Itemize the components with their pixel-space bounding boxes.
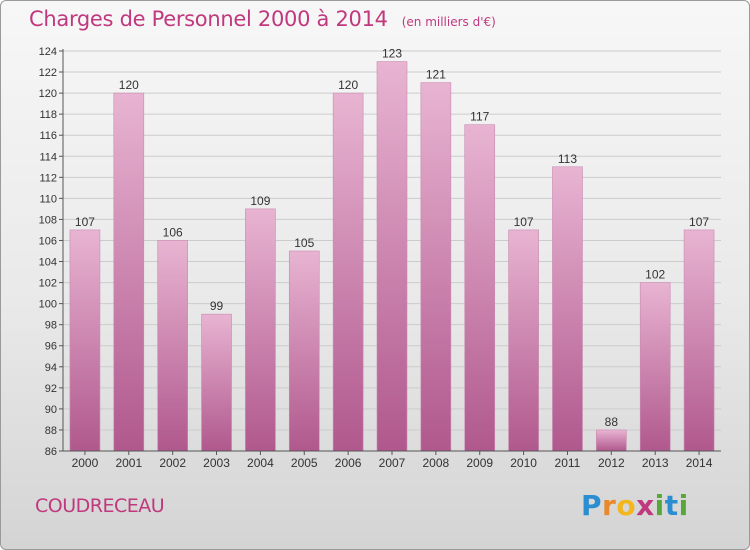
logo-letter: i	[654, 489, 665, 522]
y-tick-label: 96	[45, 341, 57, 353]
y-tick-label: 106	[39, 235, 57, 247]
bar-value-label: 107	[75, 215, 95, 229]
bar-value-label: 106	[163, 225, 183, 239]
y-tick-label: 104	[39, 257, 57, 269]
bar-value-label: 121	[426, 68, 446, 82]
bar	[245, 208, 276, 452]
bar	[113, 92, 145, 452]
bar-value-label: 113	[558, 152, 577, 166]
proxiti-logo[interactable]: Proxiti	[581, 489, 689, 522]
x-tick-label: 2010	[510, 456, 537, 470]
y-tick-label: 114	[39, 151, 57, 163]
bar	[376, 61, 408, 452]
logo-letter: i	[678, 489, 689, 522]
y-tick-label: 102	[39, 278, 57, 290]
bar	[288, 250, 320, 452]
x-tick-label: 2007	[379, 456, 406, 470]
bar-value-label: 107	[514, 215, 534, 229]
y-tick-label: 110	[39, 193, 57, 205]
bar-value-label: 102	[645, 268, 665, 282]
x-tick-label: 2011	[555, 456, 581, 470]
x-tick-label: 2002	[159, 456, 186, 470]
x-tick-label: 2006	[335, 456, 362, 470]
bar	[464, 124, 496, 452]
bar-value-label: 123	[382, 47, 402, 61]
bar-value-label: 117	[470, 110, 489, 124]
y-tick-label: 98	[45, 320, 57, 332]
chart-title: Charges de Personnel 2000 à 2014 (en mill…	[29, 7, 496, 31]
bar	[332, 92, 364, 452]
x-tick-label: 2005	[291, 456, 318, 470]
bar	[201, 313, 232, 452]
bar-value-label: 107	[689, 215, 709, 229]
y-tick-label: 112	[39, 172, 57, 184]
bar-value-label: 99	[210, 299, 224, 313]
y-tick-label: 88	[45, 425, 57, 437]
y-tick-label: 118	[39, 109, 57, 121]
bar	[552, 166, 583, 452]
y-tick-label: 94	[45, 362, 57, 374]
bar	[639, 282, 671, 452]
logo-letter: r	[602, 489, 617, 522]
bar-value-label: 109	[250, 194, 270, 208]
x-tick-label: 2000	[72, 456, 99, 470]
y-tick-label: 86	[45, 446, 57, 458]
bar-value-label: 105	[294, 236, 314, 250]
y-tick-label: 116	[39, 130, 57, 142]
x-tick-label: 2013	[642, 456, 669, 470]
chart-subtitle: (en milliers d'€)	[401, 15, 496, 29]
bar-value-label: 120	[338, 78, 358, 92]
x-tick-label: 2008	[423, 456, 450, 470]
bar	[157, 240, 188, 452]
bar	[596, 429, 627, 452]
y-tick-label: 92	[45, 383, 57, 395]
logo-letter: o	[616, 489, 637, 522]
logo-letter: x	[636, 489, 655, 522]
x-tick-label: 2009	[466, 456, 493, 470]
y-tick-label: 100	[39, 299, 57, 311]
bar-value-label: 120	[119, 78, 139, 92]
bar	[683, 229, 715, 452]
logo-letter: P	[581, 489, 603, 522]
commune-name: COUDRECEAU	[35, 495, 165, 517]
bar	[420, 82, 452, 452]
x-tick-label: 2004	[247, 456, 274, 470]
bar-value-label: 88	[605, 415, 619, 429]
bar	[508, 229, 539, 452]
axes: 86 88 90 92 94 96 98 100 102 104 106 108 110 112 114 11…	[39, 46, 721, 470]
y-tick-label: 122	[39, 67, 57, 79]
x-tick-label: 2003	[203, 456, 230, 470]
x-tick-label: 2012	[598, 456, 625, 470]
y-tick-label: 124	[39, 46, 57, 58]
y-tick-label: 90	[45, 404, 57, 416]
y-tick-label: 108	[39, 214, 57, 226]
x-tick-label: 2014	[686, 456, 713, 470]
y-tick-label: 120	[39, 88, 57, 100]
bar	[69, 229, 101, 452]
bars: 107 120 106 99 109 105 120 123 121 117 107 113 88 102…	[69, 47, 715, 452]
logo-letter: t	[664, 489, 679, 522]
x-tick-label: 2001	[115, 456, 142, 470]
